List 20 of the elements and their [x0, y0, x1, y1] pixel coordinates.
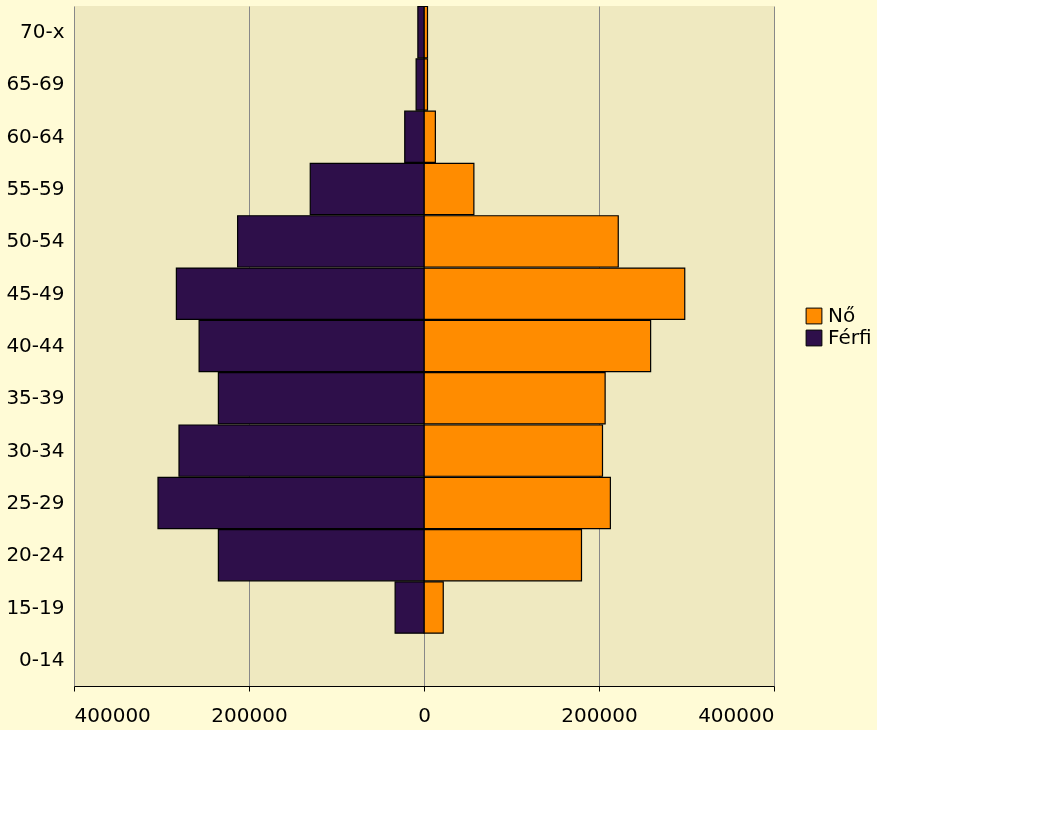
- y-tick-label: 40-44: [6, 333, 65, 357]
- y-tick-label: 0-14: [19, 646, 65, 671]
- y-tick-label: 70-x: [19, 19, 65, 44]
- legend-label: Férfi: [828, 325, 872, 349]
- y-tick-label: 60-64: [6, 123, 65, 148]
- y-tick-label: 55-59: [6, 176, 65, 201]
- x-tick-label: 0: [418, 702, 431, 727]
- x-tick-label: 400000: [698, 702, 775, 727]
- y-tick-label: 50-54: [6, 228, 65, 253]
- x-tick-label: 200000: [561, 702, 638, 727]
- y-tick-label: 45-49: [6, 280, 65, 305]
- y-tick-label: 20-24: [6, 542, 65, 567]
- y-tick-label: 15-19: [6, 594, 65, 619]
- y-tick-label: 30-34: [6, 437, 65, 462]
- x-tick-label: 200000: [211, 702, 288, 727]
- x-tick-label: 400000: [74, 702, 151, 727]
- y-tick-label: 65-69: [6, 71, 65, 96]
- y-tick-label: 25-29: [6, 489, 65, 514]
- legend-label: Nő: [828, 303, 856, 327]
- y-tick-label: 35-39: [6, 385, 65, 410]
